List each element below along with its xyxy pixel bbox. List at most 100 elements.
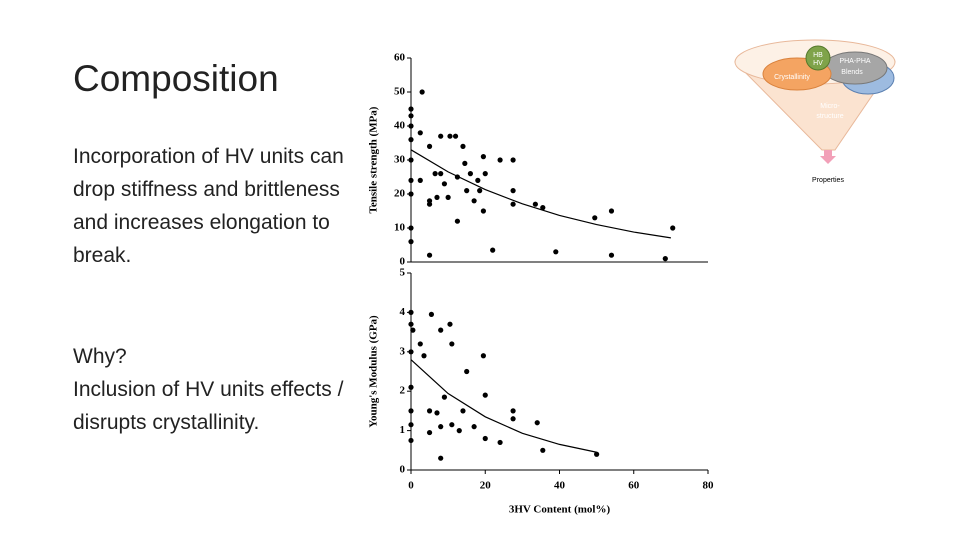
data-point	[480, 154, 486, 160]
data-point	[553, 249, 559, 255]
data-point	[471, 424, 477, 430]
data-point	[426, 252, 433, 258]
data-point	[540, 205, 546, 211]
data-point	[408, 321, 414, 327]
data-point	[449, 422, 455, 428]
data-point	[426, 201, 433, 207]
body-text: Why? Inclusion of HV units effects / dis…	[73, 340, 353, 439]
data-point	[408, 384, 414, 390]
data-point	[410, 327, 416, 333]
diagram-label: Micro-	[820, 103, 840, 110]
data-point	[460, 408, 466, 414]
data-point	[432, 171, 438, 177]
data-point	[438, 327, 444, 333]
data-point	[408, 191, 414, 197]
data-point	[594, 451, 600, 457]
data-point	[408, 157, 414, 163]
data-point	[408, 137, 414, 143]
y-tick-label: 2	[400, 385, 406, 397]
x-tick-label: 0	[408, 480, 414, 492]
data-point	[534, 420, 540, 426]
data-point	[456, 428, 462, 434]
y-tick-label: 4	[400, 306, 406, 318]
y-tick-label: 30	[394, 154, 406, 166]
y-axis-label: Tensile strength (MPa)	[368, 106, 380, 213]
data-point	[438, 424, 444, 430]
diagram-label: PHA-PHA	[839, 58, 870, 65]
y-tick-label: 10	[394, 222, 406, 234]
data-point	[449, 341, 455, 347]
y-tick-label: 60	[394, 52, 406, 64]
data-point	[467, 171, 473, 177]
data-point	[434, 194, 440, 200]
data-point	[408, 225, 414, 231]
diagram-label: Blends	[841, 69, 863, 76]
data-point	[421, 353, 427, 359]
fit-curve	[410, 149, 671, 239]
data-point	[670, 225, 676, 231]
y-tick-label: 0	[400, 256, 406, 268]
data-point	[592, 215, 598, 221]
data-point	[419, 89, 425, 95]
data-point	[480, 353, 486, 359]
body-text: Incorporation of HV units can drop stiff…	[73, 145, 344, 267]
data-point	[408, 123, 414, 129]
data-point	[464, 188, 470, 194]
x-axis-label: 3HV Content (mol%)	[509, 504, 611, 516]
data-point	[510, 201, 516, 207]
data-point	[408, 437, 414, 444]
fit-curve	[410, 359, 597, 453]
x-tick-label: 20	[480, 480, 492, 492]
data-point	[441, 181, 448, 187]
body-text: Inclusion of HV units effects / disrupts…	[73, 378, 344, 434]
data-point	[447, 133, 453, 139]
data-point	[462, 160, 468, 166]
y-tick-label: 20	[394, 188, 406, 200]
data-point	[408, 239, 414, 245]
y-tick-label: 50	[394, 86, 406, 98]
x-tick-label: 60	[628, 480, 640, 492]
slide-title: Composition	[73, 58, 279, 99]
x-tick-label: 40	[554, 480, 566, 492]
y-tick-label: 5	[400, 267, 406, 279]
data-point	[408, 422, 414, 428]
data-point	[608, 252, 615, 258]
y-tick-label: 0	[400, 464, 406, 476]
data-point	[608, 208, 615, 214]
data-point	[408, 309, 414, 315]
data-point	[417, 130, 423, 136]
y-tick-label: 3	[400, 345, 406, 357]
diagram-label: HV	[813, 60, 823, 67]
data-point	[452, 133, 459, 139]
data-point	[475, 177, 481, 183]
data-point	[454, 218, 461, 224]
circle	[805, 45, 831, 71]
data-point	[417, 177, 423, 183]
data-point	[540, 447, 546, 453]
data-point	[408, 113, 414, 119]
data-point	[445, 194, 451, 200]
data-point	[438, 171, 444, 177]
data-point	[426, 429, 433, 436]
data-point	[441, 394, 448, 400]
data-point	[490, 247, 496, 253]
data-point	[464, 368, 470, 375]
data-point	[408, 408, 414, 414]
data-point	[510, 416, 516, 422]
data-point	[438, 455, 444, 461]
data-point	[408, 349, 414, 355]
data-point	[497, 157, 503, 163]
data-point	[408, 106, 414, 112]
y-tick-label: 40	[394, 120, 406, 132]
diagram-label: Properties	[812, 177, 844, 184]
y-tick-label: 1	[400, 424, 406, 436]
x-tick-label: 80	[703, 480, 715, 492]
body-text: Why?	[73, 345, 127, 368]
data-point	[510, 157, 516, 163]
diagram-label: HB	[813, 52, 823, 59]
data-point	[497, 439, 503, 446]
data-point	[417, 341, 423, 347]
data-point	[447, 321, 453, 327]
